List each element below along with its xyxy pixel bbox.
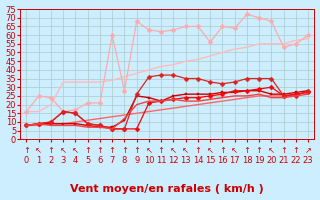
Text: ↖: ↖ [60,146,67,155]
Text: ↖: ↖ [207,146,214,155]
Text: ↑: ↑ [47,146,54,155]
Text: ↑: ↑ [23,146,30,155]
Text: ↑: ↑ [219,146,226,155]
Text: ↖: ↖ [231,146,238,155]
Text: ↑: ↑ [280,146,287,155]
Text: ↑: ↑ [256,146,263,155]
Text: ↖: ↖ [146,146,152,155]
Text: ↗: ↗ [305,146,312,155]
Text: ↑: ↑ [244,146,251,155]
Text: ↖: ↖ [35,146,42,155]
Text: ↑: ↑ [84,146,91,155]
Text: ↖: ↖ [268,146,275,155]
Text: ↑: ↑ [195,146,202,155]
Text: ↖: ↖ [182,146,189,155]
Text: ↑: ↑ [292,146,300,155]
Text: ↑: ↑ [158,146,165,155]
Text: ↖: ↖ [170,146,177,155]
X-axis label: Vent moyen/en rafales ( km/h ): Vent moyen/en rafales ( km/h ) [70,184,264,194]
Text: ↑: ↑ [96,146,103,155]
Text: ↖: ↖ [72,146,79,155]
Text: ↑: ↑ [121,146,128,155]
Text: ↑: ↑ [133,146,140,155]
Text: ↑: ↑ [109,146,116,155]
